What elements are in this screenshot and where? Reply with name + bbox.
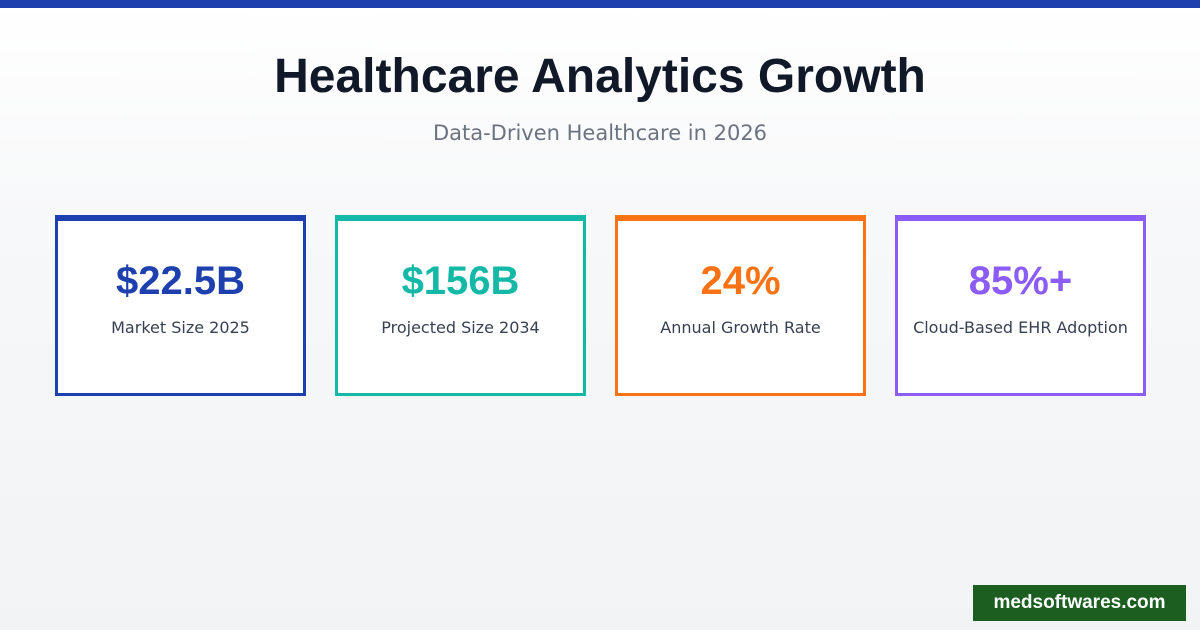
stat-value: $22.5B: [116, 259, 245, 303]
stat-value: 24%: [700, 259, 781, 303]
stat-cards: $22.5B Market Size 2025 $156B Projected …: [55, 215, 1146, 396]
stat-label: Annual Growth Rate: [660, 318, 821, 337]
stat-card-market-size: $22.5B Market Size 2025: [55, 215, 306, 396]
stat-card-projected-size: $156B Projected Size 2034: [335, 215, 586, 396]
stat-card-ehr-adoption: 85%+ Cloud-Based EHR Adoption: [895, 215, 1146, 396]
stat-card-growth-rate: 24% Annual Growth Rate: [615, 215, 866, 396]
page-title: Healthcare Analytics Growth: [274, 50, 926, 103]
stat-label: Cloud-Based EHR Adoption: [913, 318, 1128, 337]
stat-label: Projected Size 2034: [381, 318, 540, 337]
stat-label: Market Size 2025: [111, 318, 250, 337]
site-badge[interactable]: medsoftwares.com: [973, 585, 1186, 621]
page-subtitle: Data-Driven Healthcare in 2026: [432, 121, 768, 145]
stat-value: 85%+: [968, 259, 1073, 303]
stat-value: $156B: [401, 259, 520, 303]
top-accent-bar: [0, 0, 1200, 8]
